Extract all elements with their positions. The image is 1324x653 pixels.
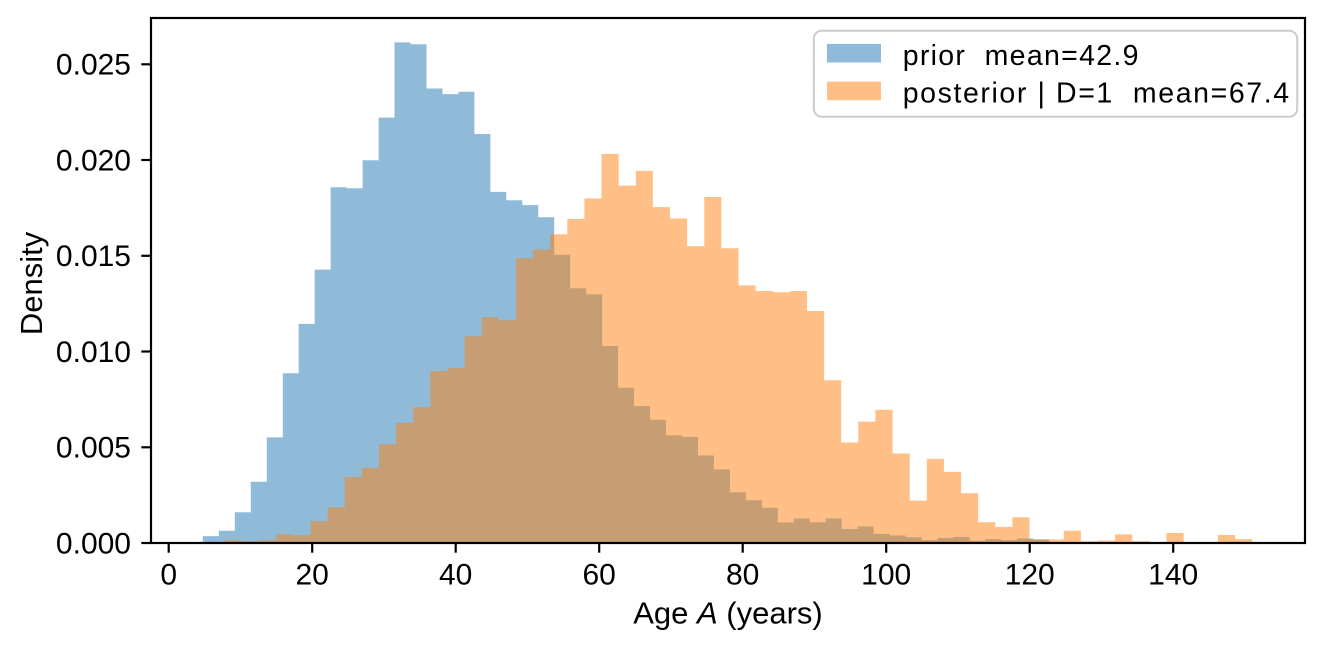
svg-text:0: 0: [160, 559, 177, 592]
svg-text:80: 80: [726, 559, 759, 592]
svg-text:Age A (years): Age A (years): [633, 595, 823, 630]
svg-text:0.025: 0.025: [56, 49, 131, 82]
svg-text:60: 60: [583, 559, 616, 592]
svg-text:0.005: 0.005: [56, 432, 131, 465]
svg-text:100: 100: [861, 559, 911, 592]
svg-text:0.000: 0.000: [56, 527, 131, 560]
svg-text:posterior | D=1 mean=67.4: posterior | D=1 mean=67.4: [903, 77, 1291, 109]
svg-text:prior mean=42.9: prior mean=42.9: [903, 40, 1140, 72]
svg-text:0.010: 0.010: [56, 336, 131, 369]
svg-text:0.020: 0.020: [56, 144, 131, 177]
svg-text:Density: Density: [14, 231, 49, 335]
svg-text:20: 20: [296, 559, 329, 592]
svg-text:40: 40: [439, 559, 472, 592]
svg-text:140: 140: [1148, 559, 1198, 592]
svg-text:120: 120: [1005, 559, 1055, 592]
svg-text:0.015: 0.015: [56, 240, 131, 273]
